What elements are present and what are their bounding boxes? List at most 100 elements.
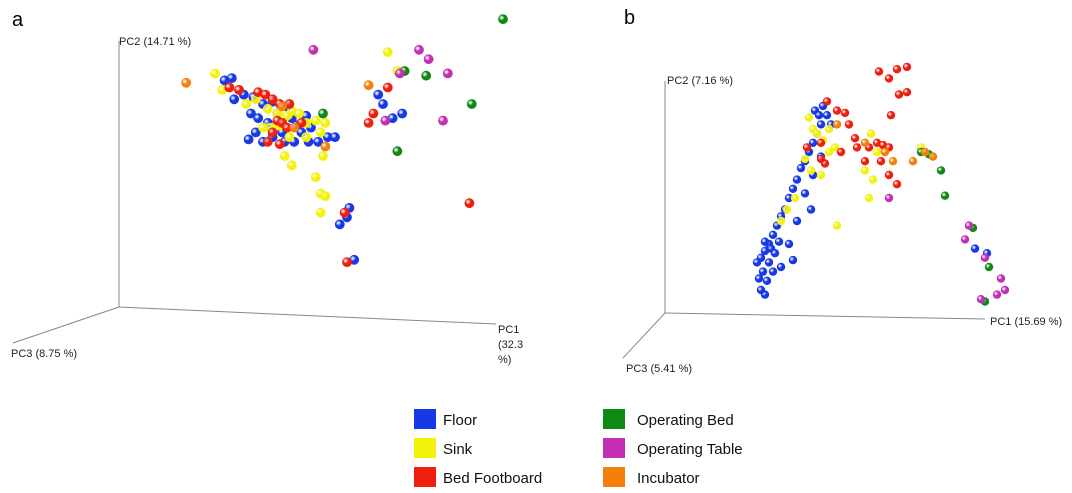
point-a-bed-footboard-1 [234,85,244,95]
point-b-bed-footboard-24 [886,110,896,120]
point-b-floor-23 [774,237,784,246]
point-b-sink-4 [824,124,834,134]
point-b-bed-footboard-14 [884,170,894,180]
point-b-sink-0 [804,113,814,122]
point-a-bed-footboard-14 [339,207,350,218]
pc2-label-a: PC2 (14.71 %) [119,36,191,48]
point-a-sink-13 [301,132,312,142]
point-b-sink-12 [830,143,840,152]
legend-item-bed-footboard: Bed Footboard [414,467,542,487]
point-a-bed-footboard-19 [464,198,475,209]
point-b-incubator-2 [888,157,898,166]
pc1-axis-a [118,306,497,325]
point-a-bed-footboard-4 [267,94,278,105]
point-b-sink-6 [806,166,816,175]
point-b-floor-31 [784,239,794,249]
point-b-sink-5 [800,154,810,164]
point-a-sink-2 [241,99,252,109]
point-b-floor-25 [764,258,774,267]
point-a-operating-bed-2 [421,70,432,81]
point-a-bed-footboard-18 [363,118,374,128]
point-b-floor-39 [970,244,980,253]
point-a-incubator-3 [320,141,331,152]
point-b-sink-17 [872,147,882,157]
point-b-floor-36 [788,255,798,265]
point-b-bed-footboard-12 [860,157,870,166]
point-a-bed-footboard-3 [260,89,271,100]
point-b-bed-footboard-6 [836,147,846,157]
point-b-sink-14 [868,175,878,184]
point-b-bed-footboard-19 [884,74,894,83]
point-a-floor-21 [243,134,254,145]
point-b-bed-footboard-0 [822,97,832,106]
point-b-operating-table-6 [992,290,1002,299]
points-a [181,14,508,268]
point-a-sink-24 [315,207,326,218]
point-a-sink-20 [318,151,328,161]
point-b-sink-8 [790,193,800,203]
point-b-sink-11 [824,147,834,157]
point-a-sink-10 [310,115,321,126]
point-a-sink-12 [315,127,326,138]
point-a-floor-35 [334,219,345,230]
point-a-bed-footboard-11 [267,127,278,138]
point-b-floor-10 [792,175,802,184]
point-b-operating-bed-3 [940,191,950,200]
point-b-operating-table-7 [976,295,986,304]
point-a-bed-footboard-16 [382,82,393,93]
point-b-bed-footboard-2 [840,108,850,118]
legend-label-sink: Sink [443,441,473,458]
point-a-operating-table-5 [438,115,448,126]
point-b-floor-26 [758,267,768,276]
point-b-floor-3 [822,110,832,120]
point-b-floor-29 [768,267,778,276]
point-a-operating-table-0 [308,44,319,55]
pc3-label-a: PC3 (8.75 %) [11,348,77,360]
point-a-floor-20 [250,127,261,138]
legend-item-floor: Floor [414,409,477,429]
point-a-bed-footboard-12 [262,136,273,147]
point-a-sink-19 [286,160,297,171]
point-b-sink-10 [776,216,786,226]
point-a-floor-27 [330,132,340,142]
legend-label-bed-footboard: Bed Footboard [443,470,542,487]
panel-b: b PC2 (7.16 %) PC3 (5.41 %) PC1 (15.69 %… [622,7,1062,375]
point-b-floor-4 [816,120,826,129]
point-a-floor-7 [229,94,240,105]
point-b-incubator-6 [880,147,890,157]
pc1-label-a-pct: (32.3 [498,339,523,351]
point-b-bed-footboard-22 [894,90,904,99]
point-a-operating-bed-3 [466,99,477,109]
point-b-bed-footboard-1 [832,106,842,115]
point-a-bed-footboard-15 [342,257,352,268]
point-b-bed-footboard-21 [902,62,912,72]
point-a-incubator-4 [363,80,374,91]
pc1-label-a: PC1 [498,324,519,336]
point-b-incubator-5 [928,152,938,161]
point-a-operating-table-3 [394,68,405,79]
point-b-bed-footboard-17 [802,143,812,152]
point-b-incubator-4 [920,147,930,157]
legend-label-floor: Floor [443,412,477,429]
pc1-axis-b [664,312,986,320]
point-a-incubator-0 [181,77,192,88]
point-a-floor-25 [313,136,324,147]
point-a-operating-table-4 [442,68,453,79]
point-a-floor-9 [253,113,264,124]
point-b-floor-27 [754,274,764,283]
legend-label-operating-bed: Operating Bed [637,412,734,429]
legend-swatch-operating-bed [603,409,625,429]
point-b-incubator-0 [832,120,842,129]
point-a-floor-8 [246,108,256,119]
point-a-sink-14 [284,132,295,142]
pc1-label-b: PC1 (15.69 %) [990,316,1062,328]
point-b-bed-footboard-20 [892,64,902,74]
point-a-sink-4 [262,103,273,114]
point-b-floor-1 [814,110,824,120]
legend-item-sink: Sink [414,438,473,458]
point-a-sink-25 [382,47,393,57]
point-b-sink-15 [832,221,842,230]
point-b-operating-table-1 [964,221,974,230]
point-b-floor-33 [800,189,810,198]
point-a-floor-29 [378,99,388,109]
